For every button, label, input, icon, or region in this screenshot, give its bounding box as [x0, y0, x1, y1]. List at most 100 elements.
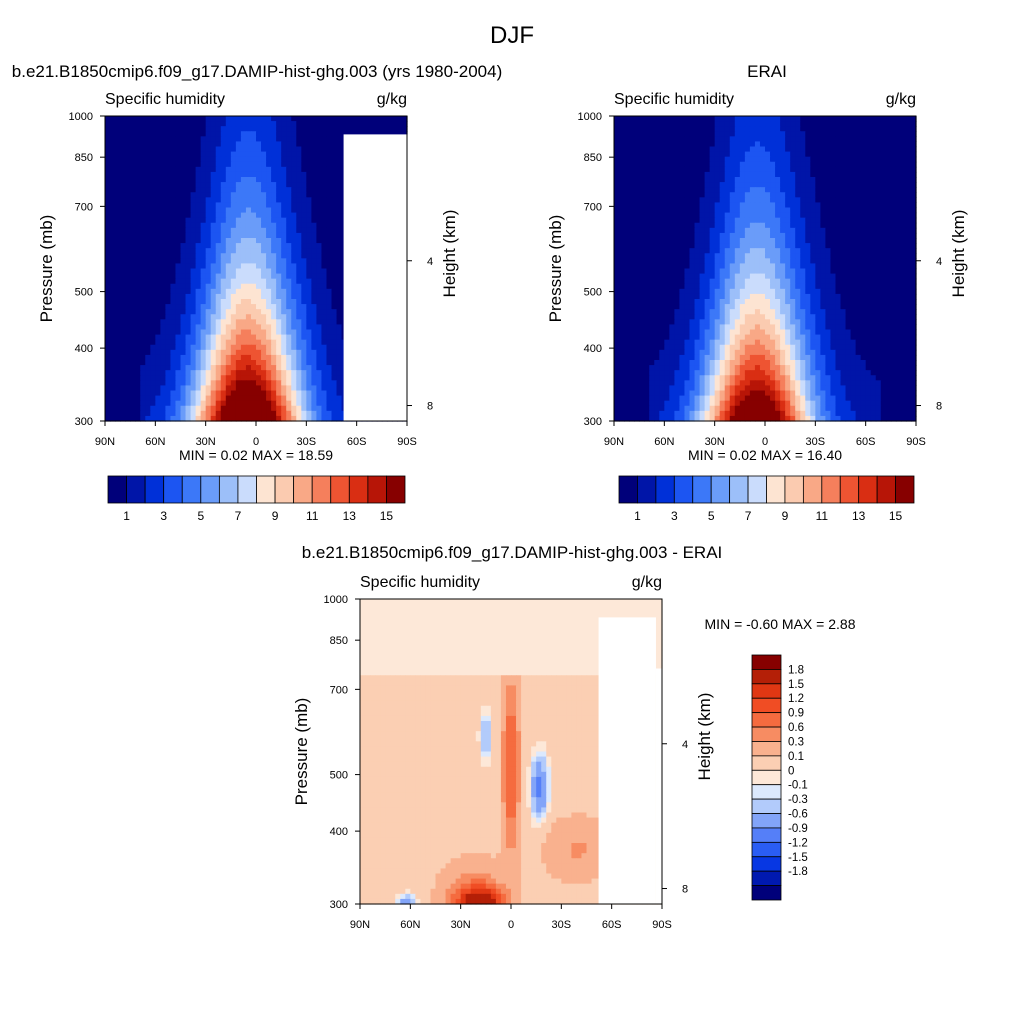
field-cell	[714, 116, 721, 122]
field-cell	[120, 207, 126, 214]
field-cell	[694, 192, 701, 198]
field-cell	[694, 126, 701, 132]
field-cell	[316, 309, 323, 315]
field-cell	[210, 319, 217, 326]
field-cell	[311, 146, 317, 153]
field-cell	[256, 375, 262, 381]
field-cell	[271, 151, 277, 158]
field-cell	[261, 395, 267, 402]
field-cell	[271, 253, 277, 259]
field-cell	[905, 212, 912, 219]
field-cell	[261, 339, 267, 346]
field-cell	[120, 273, 126, 280]
field-cell	[170, 319, 177, 326]
field-cell	[624, 197, 630, 204]
field-cell	[659, 136, 665, 143]
field-cell	[261, 365, 267, 371]
field-cell	[614, 222, 620, 229]
field-cell	[115, 253, 121, 259]
field-cell	[180, 238, 187, 244]
field-cell	[734, 217, 741, 224]
field-cell	[165, 395, 172, 402]
field-cell	[754, 177, 761, 183]
field-cell	[699, 177, 706, 183]
field-cell	[391, 131, 398, 137]
field-cell	[870, 202, 877, 209]
field-cell	[145, 232, 151, 239]
field-cell	[739, 126, 746, 132]
field-cell	[795, 177, 801, 183]
field-cell	[110, 207, 116, 214]
field-cell	[291, 116, 297, 122]
field-cell	[296, 354, 302, 361]
field-cell	[800, 126, 806, 132]
field-cell	[205, 288, 212, 295]
field-cell	[105, 161, 111, 168]
field-cell	[205, 309, 212, 315]
field-cell	[155, 151, 161, 158]
field-cell	[281, 217, 287, 224]
field-cell	[225, 232, 232, 239]
field-cell	[729, 187, 736, 193]
field-cell	[150, 283, 156, 290]
field-cell	[281, 344, 287, 351]
field-cell	[230, 182, 237, 188]
field-cell	[105, 141, 111, 148]
field-cell	[160, 253, 166, 259]
field-cell	[110, 319, 116, 326]
field-cell	[785, 177, 791, 183]
field-cell	[160, 177, 166, 183]
field-cell	[125, 243, 131, 249]
field-cell	[220, 238, 227, 244]
field-cell	[860, 171, 867, 178]
field-cell	[120, 365, 126, 371]
field-cell	[170, 207, 177, 214]
field-cell	[160, 248, 166, 254]
field-cell	[271, 141, 277, 148]
field-cell	[170, 212, 177, 219]
field-cell	[326, 354, 333, 361]
field-cell	[624, 151, 630, 158]
field-cell	[744, 156, 751, 163]
field-cell	[281, 141, 287, 148]
field-cell	[800, 156, 806, 163]
field-cell	[629, 217, 635, 224]
field-cell	[195, 324, 202, 331]
field-cell	[175, 395, 182, 402]
field-cell	[734, 166, 741, 173]
field-cell	[245, 344, 252, 351]
field-cell	[261, 232, 267, 239]
field-cell	[180, 141, 187, 148]
field-cell	[145, 182, 151, 188]
field-cell	[326, 314, 333, 320]
field-cell	[175, 126, 182, 132]
field-cell	[296, 370, 302, 376]
field-cell	[175, 116, 182, 122]
field-cell	[780, 121, 786, 127]
field-cell	[110, 405, 116, 412]
field-cell	[744, 131, 751, 137]
field-cell	[180, 349, 187, 356]
field-cell	[165, 141, 172, 148]
field-cell	[115, 365, 121, 371]
field-cell	[135, 309, 141, 315]
field-cell	[155, 385, 161, 392]
field-cell	[225, 324, 232, 331]
field-cell	[271, 187, 277, 193]
field-cell	[301, 395, 307, 402]
field-cell	[195, 410, 202, 417]
field-cell	[301, 243, 307, 249]
field-cell	[785, 141, 791, 148]
field-cell	[336, 268, 343, 275]
field-cell	[301, 258, 307, 265]
field-cell	[125, 304, 131, 310]
field-cell	[130, 121, 136, 127]
field-cell	[180, 243, 187, 249]
field-cell	[250, 278, 257, 285]
field-cell	[135, 344, 141, 351]
field-cell	[245, 136, 252, 143]
field-cell	[639, 121, 645, 127]
field-cell	[679, 151, 686, 158]
field-cell	[125, 217, 131, 224]
field-cell	[336, 182, 343, 188]
